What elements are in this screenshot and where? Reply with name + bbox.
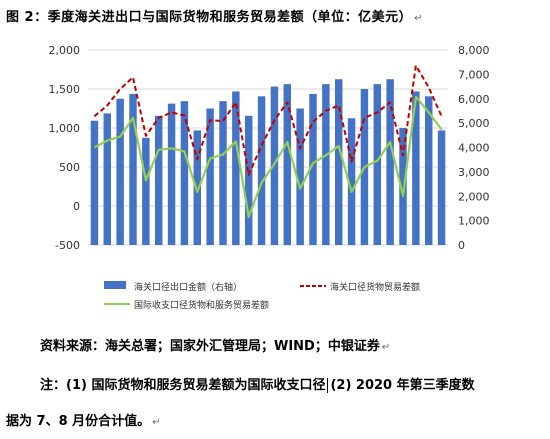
note-part-2: (2) 2020 年第三季度数 [330,378,475,393]
legend-label: 国际收支口径货物和服务贸易差额 [134,299,269,311]
left-tick-label: 0 [73,200,80,213]
bar [437,130,446,245]
legend-swatch [104,281,126,289]
left-tick-label: -500 [55,239,80,252]
figure-title: 图 2：季度海关进出口与国际货物和服务贸易差额（单位：亿美元） ↵ [6,10,423,25]
right-tick-label: 3,000 [458,166,490,179]
bar [103,113,112,245]
bar [180,101,189,245]
series-line [93,95,443,218]
left-tick-label: 500 [59,161,80,174]
source-note: 资料来源：海关总署；国家外汇管理局；WIND；中银证券 ↵ [40,339,391,354]
bar [322,84,330,245]
bar [129,93,137,245]
bar [347,118,356,245]
right-tick-label: 2,000 [458,190,490,203]
bar [283,84,292,245]
bar [399,128,407,245]
note-line-1: 注：(1) 国际货物和服务贸易差额为国际收支口径 (2) 2020 年第三季度数 [40,374,475,393]
combo-chart: -500 0 500 1,000 1,500 2,000 0 1,000 2,000 3,000 4… [49,44,490,311]
bar [424,96,433,245]
bar [219,101,227,245]
bar [244,115,253,245]
bar [373,84,382,245]
bar [232,91,240,245]
bar [142,137,150,245]
bar [116,98,124,245]
right-tick-label: 7,000 [458,68,490,81]
bar [167,103,176,245]
bar [257,96,266,245]
left-tick-label: 1,500 [49,83,81,96]
bar [334,79,343,245]
bar [90,120,99,245]
right-tick-label: 8,000 [458,44,490,57]
left-tick-label: 2,000 [49,44,81,57]
return-mark-icon: ↵ [381,342,391,353]
left-tick-label: 1,000 [49,122,81,135]
legend-label: 海关口径货物贸易差额 [330,281,420,293]
text-cursor-icon [327,378,329,393]
legend-label: 海关口径出口金额（右轴） [134,281,242,293]
right-tick-label: 1,000 [458,215,490,228]
right-tick-label: 4,000 [458,142,490,155]
bar [309,93,317,245]
bar [386,79,394,245]
return-mark-icon: ↵ [414,13,423,24]
series-line [93,64,443,176]
bar [412,91,420,245]
bar [206,108,214,245]
right-tick-label: 0 [458,239,465,252]
bar [296,108,304,245]
right-tick-label: 6,000 [458,93,490,106]
return-mark-icon: ↵ [152,417,161,428]
note-line-2: 据为 7、8 月份合计值。 ↵ [6,414,161,429]
bar [193,130,202,245]
right-tick-label: 5,000 [458,117,490,130]
bar [154,115,163,245]
note-part-1: 注：(1) 国际货物和服务贸易差额为国际收支口径 [40,378,326,393]
